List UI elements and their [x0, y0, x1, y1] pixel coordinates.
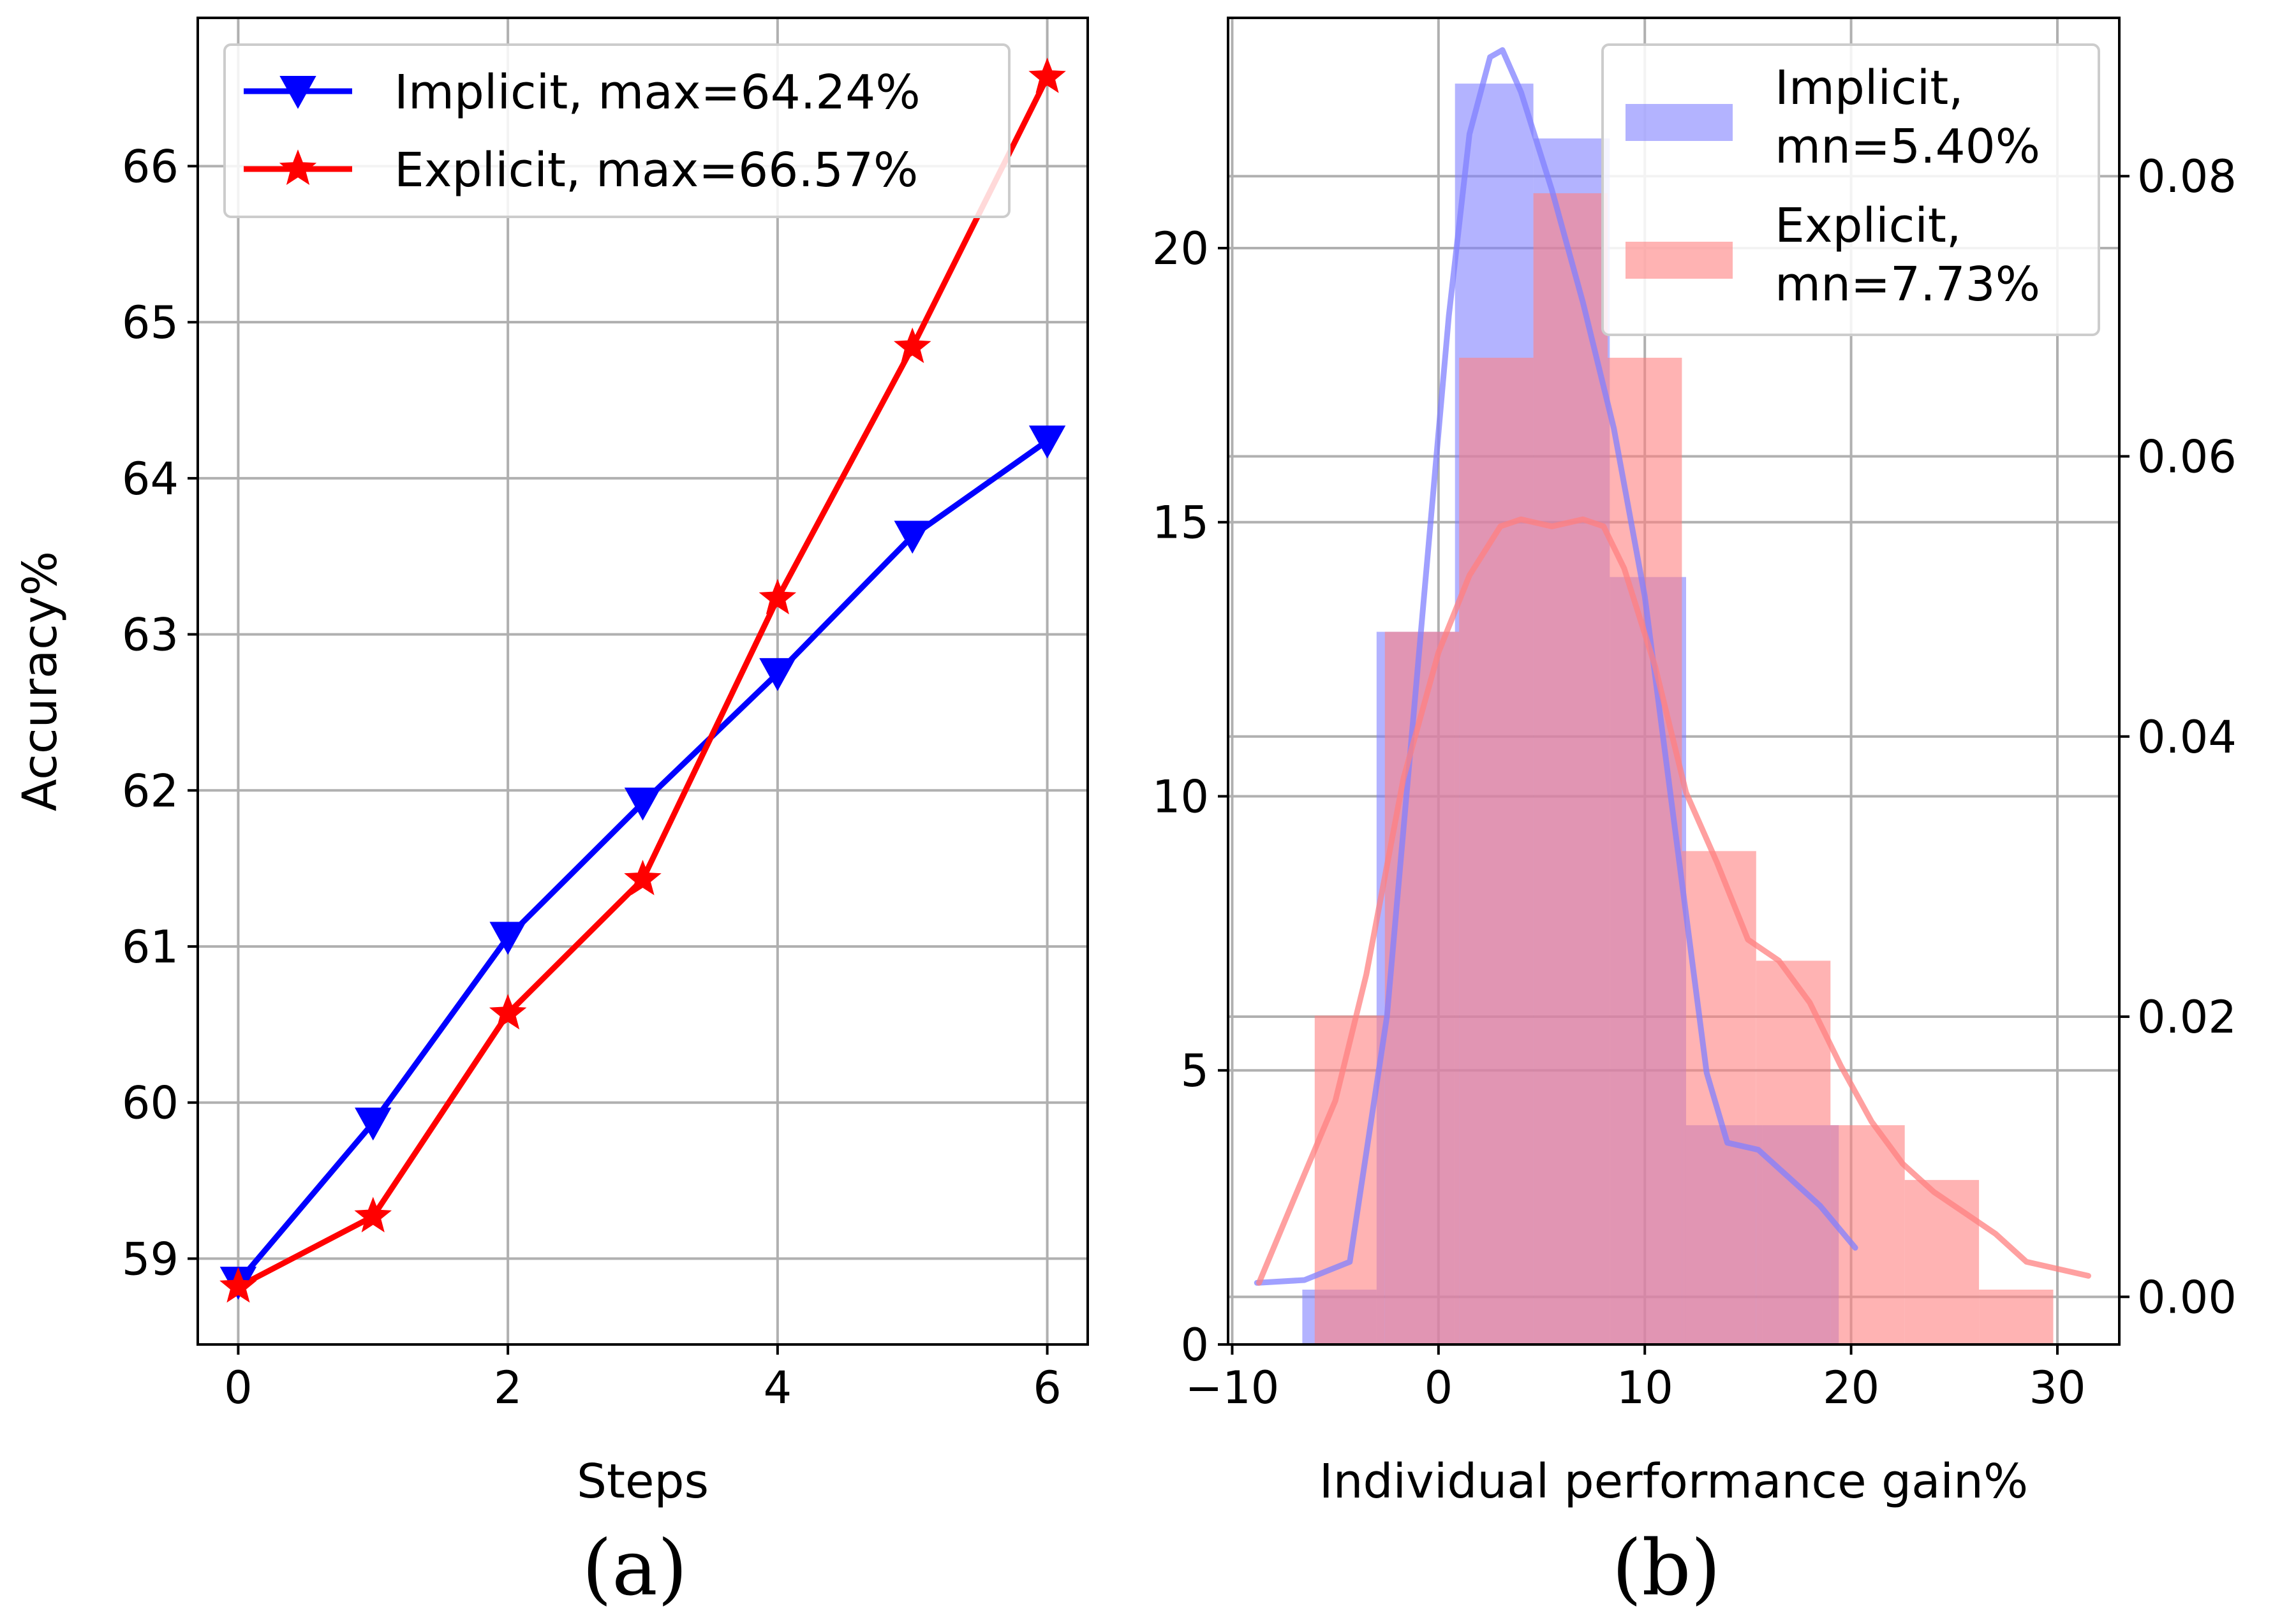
a-plot-frame — [196, 17, 1089, 1346]
b-xtick-label-1: 0 — [1425, 1362, 1453, 1414]
b-y2tick-label-2: 0.04 — [2137, 711, 2237, 763]
b-xtick-label-4: 30 — [2029, 1362, 2085, 1414]
a-tick-marks — [188, 165, 1049, 1355]
a-ytick-label-66: 66 — [122, 140, 179, 193]
a-xtick-label-4: 4 — [764, 1362, 792, 1414]
b-bar-explicit-0 — [1314, 1015, 1385, 1344]
b-legend-patch-explicit — [1626, 242, 1733, 279]
a-marker-implicit-5 — [894, 520, 931, 554]
b-legend-patch-implicit — [1626, 104, 1733, 141]
b-bar-explicit-9 — [1979, 1290, 2054, 1344]
b-y2tick-label-1: 0.02 — [2137, 991, 2237, 1043]
a-legend-marker-explicit — [279, 149, 317, 185]
a-ytick-label-61: 61 — [122, 921, 179, 973]
a-ytick-label-63: 63 — [122, 609, 179, 661]
b-legend-text-line-0-0: Implicit, — [1775, 61, 1964, 115]
a-legend: Implicit, max=64.24% Explicit, max=66.57… — [223, 43, 1011, 218]
b-bar-explicit-2 — [1459, 357, 1534, 1344]
a-tick-labels: 0 2 4 6 59 60 61 62 63 64 65 66 — [122, 140, 1062, 1414]
a-marker-explicit-4 — [759, 578, 797, 615]
a-legend-label-explicit: Explicit, max=66.57% — [394, 143, 918, 198]
b-legend-label-explicit: Explicit, mn=7.73% — [1775, 198, 2040, 312]
a-marker-explicit-6 — [1028, 57, 1066, 93]
a-marker-implicit-2 — [489, 922, 526, 955]
a-marker-explicit-3 — [624, 860, 662, 895]
b-bar-explicit-3 — [1533, 193, 1608, 1344]
b-bar-explicit-1 — [1384, 631, 1460, 1344]
b-y2tick-label-0: 0.00 — [2137, 1271, 2237, 1323]
a-marker-explicit-1 — [354, 1197, 392, 1233]
b-density-explicit — [1256, 516, 2091, 1286]
b-plot-frame — [1227, 17, 2121, 1346]
a-legend-label-implicit: Implicit, max=64.24% — [394, 65, 921, 120]
b-tick-marks — [1218, 175, 2129, 1355]
panel-a-accuracy-vs-steps: 0 2 4 6 59 60 61 62 63 64 65 66 Steps Accuracy% Imp… — [13, 17, 1089, 1613]
b-xtick-label-0: −10 — [1185, 1362, 1280, 1414]
a-marker-explicit-2 — [489, 994, 527, 1030]
b-bar-explicit-4 — [1608, 357, 1682, 1344]
a-series-markers — [219, 57, 1066, 1303]
a-x-axis-label: Steps — [577, 1454, 709, 1509]
a-marker-implicit-3 — [624, 787, 662, 821]
b-panel-caption: (b) — [1612, 1524, 1721, 1613]
a-marker-implicit-1 — [355, 1107, 392, 1141]
a-panel-caption: (a) — [582, 1524, 687, 1613]
a-ytick-label-62: 62 — [122, 765, 179, 817]
b-legend-text-line-1-0: Explicit, — [1775, 198, 1961, 253]
a-xtick-label-6: 6 — [1033, 1362, 1062, 1414]
a-marker-implicit-4 — [759, 658, 796, 691]
a-ytick-label-65: 65 — [122, 297, 179, 349]
a-xtick-label-2: 2 — [494, 1362, 522, 1414]
a-xtick-label-0: 0 — [224, 1362, 253, 1414]
b-x-axis-label: Individual performance gain% — [1319, 1454, 2028, 1509]
b-histogram-bars — [1302, 84, 2054, 1345]
b-y2tick-label-3: 0.06 — [2137, 431, 2237, 483]
b-y2tick-label-4: 0.08 — [2137, 151, 2237, 203]
b-xtick-label-3: 20 — [1823, 1362, 1879, 1414]
a-legend-marker-implicit — [279, 76, 316, 109]
a-legend-marker-shape-1 — [279, 149, 317, 185]
b-legend-text-line-0-1: mn=5.40% — [1775, 119, 2040, 174]
b-bar-explicit-8 — [1904, 1180, 1980, 1344]
b-density-curves — [1254, 47, 2091, 1286]
a-ytick-label-60: 60 — [122, 1077, 179, 1130]
b-ytick-label-0: 0 — [1180, 1319, 1209, 1371]
b-legend-text-line-1-1: mn=7.73% — [1775, 257, 2040, 312]
b-legend: Implicit, mn=5.40% Explicit, mn=7.73% — [1601, 43, 2100, 336]
b-density-implicit — [1254, 47, 1858, 1286]
a-y-axis-label: Accuracy% — [13, 551, 68, 811]
b-ytick-label-15: 15 — [1152, 497, 1209, 549]
b-legend-label-implicit: Implicit, mn=5.40% — [1775, 61, 2040, 174]
a-marker-explicit-5 — [893, 327, 931, 364]
a-ytick-label-59: 59 — [122, 1233, 179, 1285]
a-marker-implicit-6 — [1028, 425, 1066, 459]
a-ytick-label-64: 64 — [122, 453, 179, 505]
b-xtick-label-2: 10 — [1617, 1362, 1673, 1414]
a-marker-explicit-0 — [219, 1267, 257, 1303]
b-ytick-label-10: 10 — [1152, 770, 1209, 823]
b-ytick-label-20: 20 — [1152, 223, 1209, 275]
b-ytick-label-5: 5 — [1180, 1045, 1209, 1097]
a-legend-box — [223, 43, 1011, 218]
a-legend-marker-shape-0 — [279, 76, 316, 109]
